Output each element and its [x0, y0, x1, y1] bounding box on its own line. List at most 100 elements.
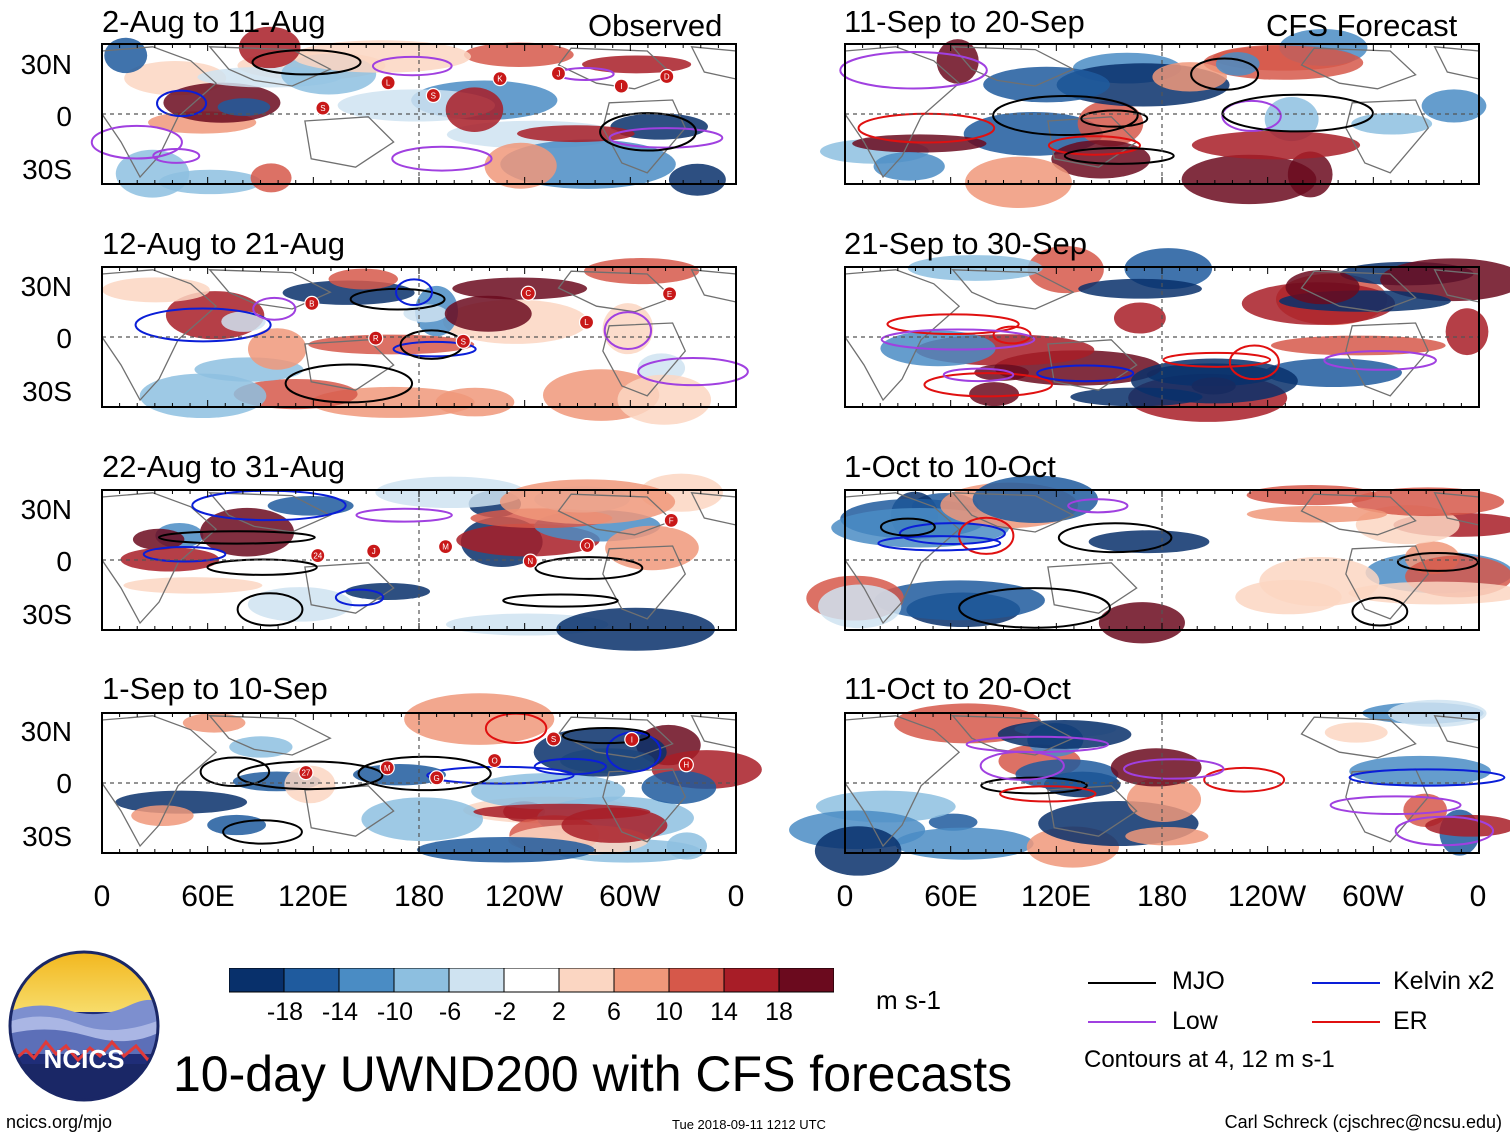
colorbar-swatch [668, 968, 725, 993]
lon-tick-60w: 60W [1342, 880, 1404, 913]
tropical-cyclone-marker: J [550, 65, 567, 82]
low-legend-line [1088, 1021, 1156, 1023]
logo-text: NCICS [44, 1044, 125, 1074]
coastline [1300, 47, 1417, 90]
wind-anomaly-shading [452, 277, 588, 300]
wind-anomaly-shading [250, 163, 292, 193]
wind-anomaly-shading [1125, 827, 1209, 846]
wind-anomaly-shading [484, 142, 557, 189]
lon-tick-60w: 60W [599, 880, 661, 913]
wind-anomaly-shading [247, 328, 307, 370]
mjo-legend-line [1088, 982, 1156, 984]
coastline [101, 715, 218, 848]
colorbar-swatch [229, 968, 285, 993]
wind-anomaly-shading [1324, 722, 1388, 743]
kelvin-legend-line [1312, 982, 1380, 984]
wave-contour [1348, 768, 1506, 787]
wave-contour [142, 545, 227, 563]
wave-contour [199, 756, 271, 788]
mjo-legend-label: MJO [1172, 967, 1225, 995]
footer-url[interactable]: ncics.org/mjo [6, 1112, 113, 1132]
wave-contour [222, 819, 303, 845]
lat-tick-0: 0 [56, 768, 72, 799]
wind-anomaly-shading [182, 713, 246, 733]
panel-title-forecast-3: 1-Oct to 10-Oct [844, 449, 1056, 484]
wind-anomaly-shading [1425, 814, 1510, 837]
wind-anomaly-shading [1246, 484, 1377, 506]
map-panel [101, 473, 737, 651]
colorbar-label: 10 [655, 998, 683, 1026]
wind-anomaly-shading [1113, 302, 1166, 334]
tropical-cyclone-marker: O [579, 537, 595, 554]
wind-anomaly-shading [561, 807, 668, 843]
wave-contour [879, 517, 936, 537]
tropical-cyclone-marker: K [492, 71, 508, 87]
colorbar-label: -10 [376, 998, 414, 1026]
wave-contour [980, 776, 1088, 795]
wave-contour [1123, 758, 1225, 780]
wave-contour [1067, 498, 1129, 514]
coastline [1300, 716, 1417, 759]
lon-tick-120e: 120E [1020, 880, 1092, 913]
coastline [602, 545, 687, 620]
wind-anomaly-shading [936, 39, 979, 84]
wind-anomaly-shading [873, 152, 945, 181]
svg-text:S: S [320, 104, 325, 113]
lon-tick-0-end: 0 [727, 880, 745, 913]
wind-anomaly-shading [1380, 258, 1510, 302]
wind-anomaly-shading [499, 479, 676, 525]
wave-contour [958, 587, 1111, 629]
wind-anomaly-shading [1152, 62, 1227, 92]
coastline [844, 492, 961, 625]
map-panel [101, 693, 762, 863]
svg-text:27: 27 [301, 769, 310, 778]
coastline [1345, 545, 1430, 620]
colorbar-label: -14 [321, 998, 359, 1026]
wave-contour [608, 127, 724, 149]
map-panel [806, 475, 1510, 644]
wind-anomaly-shading [818, 584, 902, 629]
tropical-cyclone-marker: D [659, 68, 675, 85]
wave-contour [134, 307, 272, 343]
coastline [844, 269, 961, 402]
svg-text:L: L [386, 79, 391, 88]
coastline [951, 46, 1075, 87]
coastline [304, 116, 395, 168]
wave-contour [391, 145, 493, 172]
colorbar-swatch [778, 968, 834, 993]
map-panel [101, 258, 749, 425]
tropical-cyclone-marker: S [455, 333, 471, 349]
coastline [557, 47, 674, 90]
tropical-cyclone-marker: N [522, 553, 538, 569]
coastline [1047, 339, 1138, 391]
er-legend-label: ER [1393, 1007, 1428, 1035]
lat-tick-30n: 30N [20, 494, 72, 525]
colorbar-label: 2 [552, 998, 566, 1026]
wave-contour [1203, 766, 1286, 793]
lat-tick-30n: 30N [20, 271, 72, 302]
svg-text:J: J [372, 547, 376, 556]
coastline [844, 46, 961, 179]
svg-text:O: O [584, 541, 590, 550]
wind-anomaly-shading [617, 374, 712, 425]
ncics-logo: NCICS [8, 950, 160, 1102]
coastline [208, 269, 332, 310]
coastline [602, 322, 687, 397]
wave-contour [152, 147, 201, 164]
wave-contour [1047, 135, 1141, 156]
wave-contour [156, 89, 208, 118]
kelvin-legend-label: Kelvin x2 [1393, 967, 1495, 995]
colorbar-swatch [338, 968, 395, 993]
colorbar-label: 6 [607, 998, 621, 1026]
cfs-forecast-label: CFS Forecast [1266, 8, 1458, 43]
wind-anomaly-shading [104, 37, 148, 74]
lon-tick-180: 180 [393, 880, 445, 913]
wave-contour [371, 55, 453, 77]
svg-text:F: F [669, 516, 674, 525]
tropical-cyclone-marker: G [429, 770, 445, 786]
svg-text:S: S [461, 337, 466, 346]
wave-contour [942, 367, 1015, 383]
svg-text:M: M [384, 764, 391, 773]
svg-text:R: R [373, 334, 379, 343]
wind-anomaly-shading [1351, 487, 1505, 517]
